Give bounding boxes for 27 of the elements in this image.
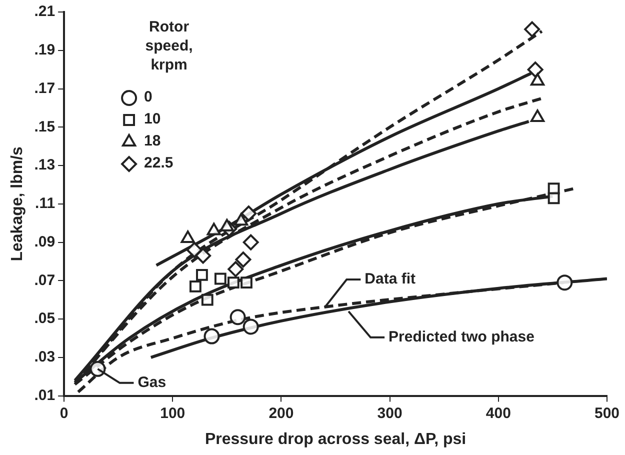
y-axis-title: Leakage, lbm/s <box>9 146 26 262</box>
y-tick-label: .21 <box>34 3 56 20</box>
annotation: Data fit <box>364 270 416 288</box>
annotation: Predicted two phase <box>388 328 534 346</box>
y-tick-label: .15 <box>34 118 56 136</box>
legend-label: 18 <box>144 132 161 150</box>
legend-title: Rotor speed, krpm <box>145 18 193 74</box>
x-tick-label: 200 <box>268 404 294 422</box>
y-tick-label: .17 <box>34 80 56 97</box>
x-tick-label: 500 <box>594 404 620 422</box>
y-tick-label: .05 <box>34 310 56 328</box>
legend-label: 10 <box>144 110 161 128</box>
y-tick-label: .13 <box>34 156 56 174</box>
y-tick-label: .07 <box>34 272 56 289</box>
x-tick-label: 300 <box>377 404 402 422</box>
y-tick-label: .03 <box>34 348 56 366</box>
y-tick-label: .09 <box>34 233 56 250</box>
y-tick-label: .11 <box>35 195 56 212</box>
x-axis-title: Pressure drop across seal, ΔP, psi <box>204 430 466 448</box>
x-tick-label: 100 <box>160 404 186 422</box>
y-tick-label: .01 <box>34 386 56 404</box>
legend-label: 0 <box>144 88 152 106</box>
y-tick-label: .19 <box>34 42 56 59</box>
annotation: Gas <box>138 374 166 392</box>
x-tick-label: 400 <box>486 404 511 422</box>
x-tick-label: 0 <box>60 404 68 422</box>
legend-label: 22.5 <box>144 154 174 172</box>
